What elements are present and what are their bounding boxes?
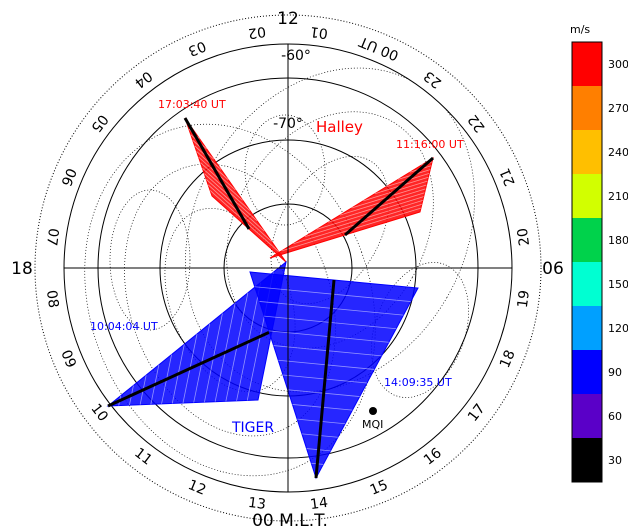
- central-beam: [107, 329, 273, 408]
- colorbar-frame: [571, 41, 603, 483]
- scan-time-label: 11:16:00 UT: [396, 138, 464, 151]
- ut-label: 18: [497, 348, 519, 371]
- mlt-label-top: 12: [277, 9, 299, 29]
- colorbar-tick-label: 150: [608, 278, 628, 291]
- ut-label: 19: [515, 289, 533, 309]
- velocity-colorbar: 300 270 240 210 180 150 120 90 60 30: [571, 41, 628, 483]
- colorbar-swatch: [572, 130, 602, 174]
- ut-label: 16: [421, 445, 445, 469]
- contour-line: [244, 114, 326, 226]
- ut-label: 07: [43, 227, 61, 247]
- ut-label: 09: [57, 348, 79, 371]
- colorbar-swatch: [572, 218, 602, 262]
- central-beam: [183, 117, 251, 230]
- ut-label: 10: [87, 401, 111, 425]
- scan-time-label: 17:03:40 UT: [158, 98, 226, 111]
- ut-label: 03: [186, 37, 209, 59]
- colorbar-swatch: [572, 86, 602, 130]
- ut-label: 14: [309, 495, 329, 513]
- colorbar-tick-label: 120: [608, 322, 628, 335]
- ut-label: 12: [186, 477, 209, 499]
- station-marker: [369, 407, 377, 415]
- ut-label: 01: [309, 23, 329, 41]
- ut-label: 00 UT: [357, 33, 401, 64]
- mlt-label-bottom: 00 M.L.T.: [252, 511, 328, 531]
- latitude-label-60: -60°: [281, 48, 311, 64]
- ut-label: 22: [465, 111, 489, 135]
- ut-label: 20: [515, 227, 533, 247]
- ut-label: 15: [368, 477, 391, 499]
- outer-ut-ring: [34, 14, 542, 522]
- scan-time-label: 14:09:35 UT: [384, 376, 452, 389]
- central-beam: [344, 156, 434, 237]
- central-beam: [314, 279, 336, 479]
- ut-label: 13: [247, 495, 267, 513]
- radar-name-halley: Halley: [316, 118, 363, 136]
- ut-label: 08: [43, 289, 61, 309]
- ut-label: 05: [87, 111, 111, 135]
- scan-time-label: 10:04:04 UT: [90, 320, 158, 333]
- colorbar-swatch: [572, 394, 602, 438]
- colorbar-swatch: [572, 42, 602, 86]
- colorbar-tick-label: 300: [608, 58, 628, 71]
- radar-name-tiger: TIGER: [231, 420, 274, 436]
- colorbar-unit: m/s: [570, 23, 590, 36]
- contour-line: [124, 163, 336, 437]
- colorbar-swatch: [572, 438, 602, 482]
- colorbar-tick-label: 180: [608, 234, 628, 247]
- colorbar-swatch: [572, 262, 602, 306]
- station-label: MQI: [362, 418, 383, 431]
- latitude-label-70: -70°: [273, 116, 303, 132]
- colorbar-tick-label: 60: [608, 410, 622, 423]
- ut-label: 06: [57, 166, 79, 189]
- ut-label: 11: [131, 445, 155, 469]
- ut-label: 04: [131, 67, 155, 91]
- contour-line: [84, 123, 376, 477]
- ut-label: 02: [247, 23, 267, 41]
- colorbar-swatch: [572, 350, 602, 394]
- colorbar-tick-label: 210: [608, 190, 628, 203]
- colorbar-swatch: [572, 306, 602, 350]
- radar-fields-of-view: [106, 117, 434, 480]
- ut-label: 17: [465, 401, 489, 425]
- ut-label: 21: [497, 166, 519, 189]
- ut-label: 23: [421, 67, 445, 91]
- contour-line: [226, 111, 434, 349]
- colorbar-tick-label: 30: [608, 454, 622, 467]
- contour-line: [270, 155, 390, 305]
- colorbar-tick-label: 90: [608, 366, 622, 379]
- contour-line: [109, 189, 191, 331]
- colorbar-swatch: [572, 174, 602, 218]
- mlt-label-left: 18: [11, 259, 33, 279]
- mlt-label-right: 06: [542, 259, 564, 279]
- colorbar-tick-label: 270: [608, 102, 628, 115]
- colorbar-tick-label: 240: [608, 146, 628, 159]
- contour-line: [371, 262, 469, 398]
